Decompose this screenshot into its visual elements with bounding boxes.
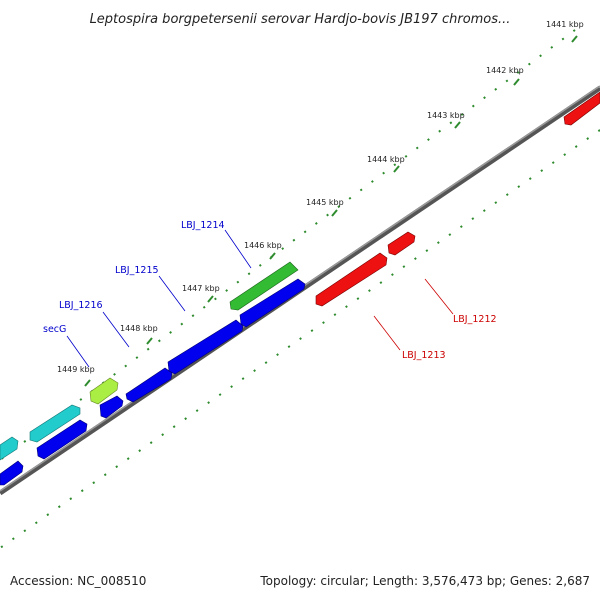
gene-lbj-1215[interactable] (167, 319, 244, 375)
tick-marks (84, 35, 578, 387)
leader-lbj-1213 (373, 315, 401, 351)
outer-tick-ring (0, 29, 576, 461)
map-title: Leptospira borgpetersenii serovar Hardjo… (90, 12, 511, 27)
tick-mark (571, 35, 578, 43)
tick-labels: 1441 kbp 1442 kbp 1443 kbp 1444 kbp 1445… (57, 20, 584, 374)
reverse-genes (315, 91, 600, 307)
gene-label-lbj-1213[interactable]: LBJ_1213 (402, 350, 446, 361)
tick-mark (331, 209, 338, 217)
gene-cyan-cds[interactable] (29, 404, 81, 443)
tick-mark (513, 78, 520, 86)
tick-label: 1441 kbp (546, 20, 584, 29)
forward-genes-inner (0, 278, 306, 486)
tick-label: 1447 kbp (182, 284, 220, 293)
gene-lbj-1214[interactable] (229, 261, 299, 311)
tick-label: 1449 kbp (57, 365, 95, 374)
gene-label-lbj-1215[interactable]: LBJ_1215 (115, 265, 159, 276)
tick-mark (84, 379, 91, 387)
tick-mark (269, 252, 276, 260)
gene-forward-cds[interactable] (0, 460, 24, 486)
leader-secg (66, 335, 90, 368)
gene-forward-cds[interactable] (99, 395, 124, 419)
tick-label: 1448 kbp (120, 324, 158, 333)
label-leaders (66, 229, 454, 368)
leader-lbj-1216 (102, 311, 130, 348)
accession-text: Accession: NC_008510 (10, 574, 147, 588)
tick-label: 1446 kbp (244, 241, 282, 250)
genome-summary-text: Topology: circular; Length: 3,576,473 bp… (260, 574, 590, 588)
gene-lbj-1216[interactable] (125, 367, 173, 403)
gene-lbj-1212[interactable] (387, 231, 416, 256)
gene-reverse-cds[interactable] (563, 91, 600, 126)
gene-label-lbj-1214[interactable]: LBJ_1214 (181, 220, 225, 231)
tick-mark (146, 337, 153, 345)
inner-tick-ring (0, 129, 600, 549)
gene-label-lbj-1216[interactable]: LBJ_1216 (59, 300, 103, 311)
gene-forward-cds[interactable] (36, 419, 88, 460)
gene-secg[interactable] (89, 377, 119, 405)
tick-label: 1442 kbp (486, 66, 524, 75)
gene-cyan-cds[interactable] (0, 436, 19, 461)
gene-forward-cds[interactable] (239, 278, 306, 328)
forward-genes-outer (0, 261, 299, 461)
leader-lbj-1214 (224, 229, 252, 269)
tick-label: 1445 kbp (306, 198, 344, 207)
tick-mark (393, 165, 400, 173)
gene-label-secg[interactable]: secG (43, 324, 66, 335)
leader-lbj-1212 (424, 278, 454, 315)
tick-mark (454, 121, 461, 129)
scale-dots (0, 29, 600, 549)
leader-lbj-1215 (158, 275, 186, 312)
tick-label: 1444 kbp (367, 155, 405, 164)
gene-lbj-1213[interactable] (315, 252, 388, 307)
gene-labels: LBJ_1214 LBJ_1215 LBJ_1216 secG LBJ_1212… (43, 220, 497, 361)
tick-label: 1443 kbp (427, 111, 465, 120)
gene-label-lbj-1212[interactable]: LBJ_1212 (453, 314, 497, 325)
tick-mark (207, 295, 214, 303)
